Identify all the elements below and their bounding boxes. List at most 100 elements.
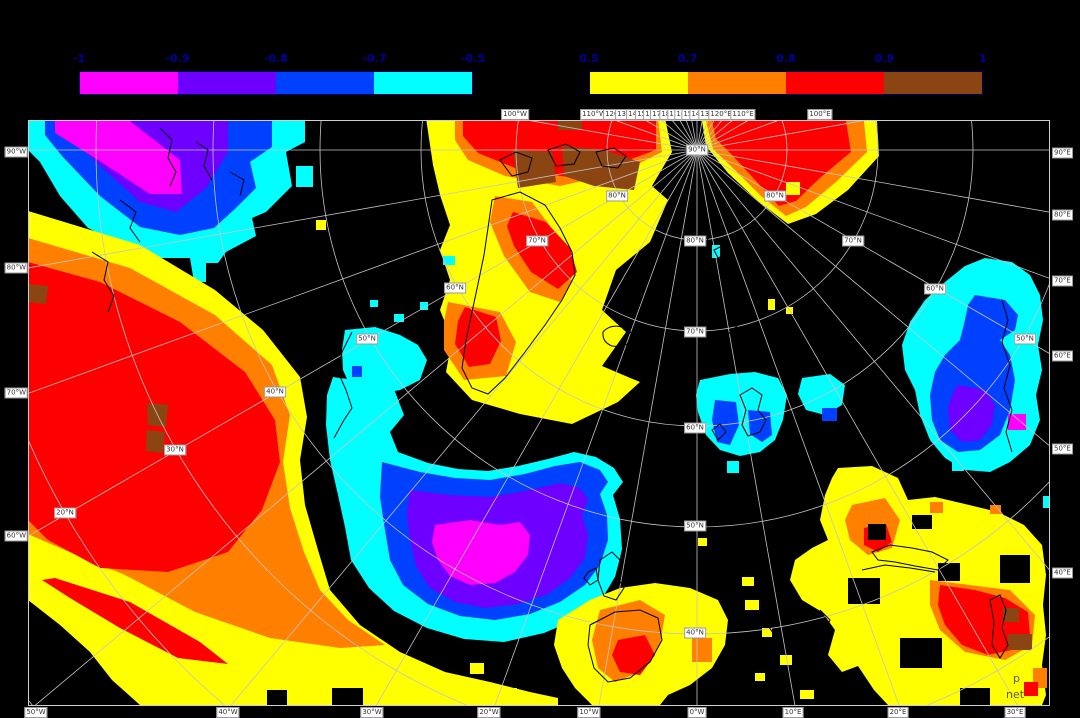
coastline — [861, 564, 936, 573]
region-dot-orange — [990, 505, 1001, 514]
region-dot-blue — [352, 366, 362, 377]
region-dot-cyan — [394, 314, 404, 322]
region-dot-cyan — [296, 166, 313, 187]
meridian-line — [530, 121, 698, 151]
region-gap — [900, 638, 942, 668]
region-dot-orange — [930, 502, 943, 513]
region-dot-yellow — [745, 600, 759, 610]
lat-label: 50°N — [684, 520, 706, 532]
region-dot-yellow — [505, 688, 517, 698]
colorbar-positive-segment-yellow — [590, 72, 688, 94]
region-west-positive-red-south — [42, 578, 228, 664]
colorbar-negative-tick-label: -1 — [72, 52, 86, 65]
lon-label-bottom: 30°W — [360, 707, 384, 718]
coastline — [547, 143, 581, 167]
region-dot-yellow — [768, 299, 775, 310]
region-baltic-negative-cyan — [696, 372, 787, 456]
region-siberia-positive-red — [712, 121, 851, 206]
colorbar-positive-tick-label: 0.9 — [874, 52, 895, 65]
colorbar-positive-segment-red — [786, 72, 884, 94]
colorbar-positive-tick-label: 0.8 — [776, 52, 796, 65]
region-dot-yellow — [780, 655, 792, 665]
polar-map — [29, 121, 1049, 705]
colorbar-negative-segment-purple — [178, 72, 276, 94]
latitude-circle — [95, 121, 1049, 705]
meridian-line — [696, 149, 1018, 705]
region-gap — [868, 524, 886, 540]
coastline — [595, 147, 627, 169]
region-canada-negative-magenta — [55, 121, 182, 194]
lon-label-right: 60°E — [1052, 350, 1073, 362]
region-dot-cyan — [712, 245, 720, 258]
coastline — [989, 594, 1009, 659]
region-dot-brown — [1003, 608, 1019, 622]
colorbar-negative-segment-cyan — [374, 72, 472, 94]
coastline — [587, 609, 663, 683]
meridian-line — [230, 149, 698, 705]
region-dot-cyan — [1043, 496, 1049, 508]
lat-label: 70°N — [526, 235, 548, 247]
region-gap — [960, 688, 990, 705]
region-dot-yellow — [786, 182, 800, 195]
lon-label-right: 40°E — [1052, 567, 1073, 579]
region-gap — [912, 515, 932, 529]
region-dot-cyan — [443, 256, 455, 265]
region-west-brown-spot-3 — [29, 284, 48, 304]
coastline — [333, 331, 353, 439]
lon-label-left: 70°W — [4, 387, 28, 399]
region-dot-blue — [822, 408, 837, 421]
region-baltic-negative-cyan-2 — [798, 374, 845, 415]
region-dot-yellow — [755, 673, 765, 681]
meridian-line — [696, 149, 796, 705]
lon-label-bottom: 20°E — [887, 707, 909, 718]
meridian-line — [696, 121, 864, 151]
lat-label: 30°N — [164, 444, 186, 456]
color-scale-negative — [79, 71, 473, 95]
region-dot-yellow — [316, 220, 326, 230]
lat-label: 70°N — [684, 326, 706, 338]
region-gap — [1000, 555, 1030, 583]
coastline — [602, 325, 633, 347]
meridian-line — [696, 149, 1049, 279]
colorbar-negative-segment-blue — [276, 72, 374, 94]
lon-label-bottom: 0°W — [687, 707, 707, 718]
region-gap — [267, 690, 287, 705]
lon-label-bottom: 50°W — [24, 707, 48, 718]
region-dot-yellow — [742, 577, 754, 586]
meridian-line — [376, 149, 698, 705]
lat-label: 40°N — [684, 627, 706, 639]
meridian-line — [494, 149, 698, 705]
region-dot-yellow — [762, 628, 772, 637]
meridian-line — [29, 149, 698, 269]
region-dot-cyan — [952, 462, 964, 471]
coastline — [229, 171, 245, 197]
meridian-line — [696, 149, 1049, 354]
coastline — [119, 199, 141, 243]
region-gap — [938, 563, 960, 581]
region-greenland-brown-3 — [558, 121, 582, 130]
region-dot-red — [1024, 682, 1038, 696]
region-dot-orange — [692, 638, 712, 662]
watermark-text: p — [1013, 672, 1020, 685]
lat-label: 60°N — [444, 282, 466, 294]
meridian-line — [598, 149, 698, 705]
lon-label-bottom: 20°W — [477, 707, 501, 718]
lat-label: 80°N — [764, 190, 786, 202]
lat-label: 80°N — [684, 235, 706, 247]
coastline — [91, 251, 115, 313]
lon-label-left: 90°W — [4, 146, 28, 158]
lon-label-left: 80°W — [4, 262, 28, 274]
lat-label: 50°N — [1014, 333, 1036, 345]
coastline — [739, 387, 767, 437]
meridian-line — [696, 149, 1049, 571]
lat-label: 60°N — [924, 283, 946, 295]
region-ural-negative-purple — [948, 385, 995, 442]
colorbar-negative-tick-label: -0.9 — [165, 52, 190, 65]
colorbar-positive-tick-label: 0.5 — [579, 52, 599, 65]
lat-label: 70°N — [842, 235, 864, 247]
colorbar-positive-segment-orange — [688, 72, 786, 94]
lon-label-right: 50°E — [1052, 443, 1073, 455]
region-greenland-red-band — [507, 212, 577, 289]
coastline — [871, 544, 949, 571]
